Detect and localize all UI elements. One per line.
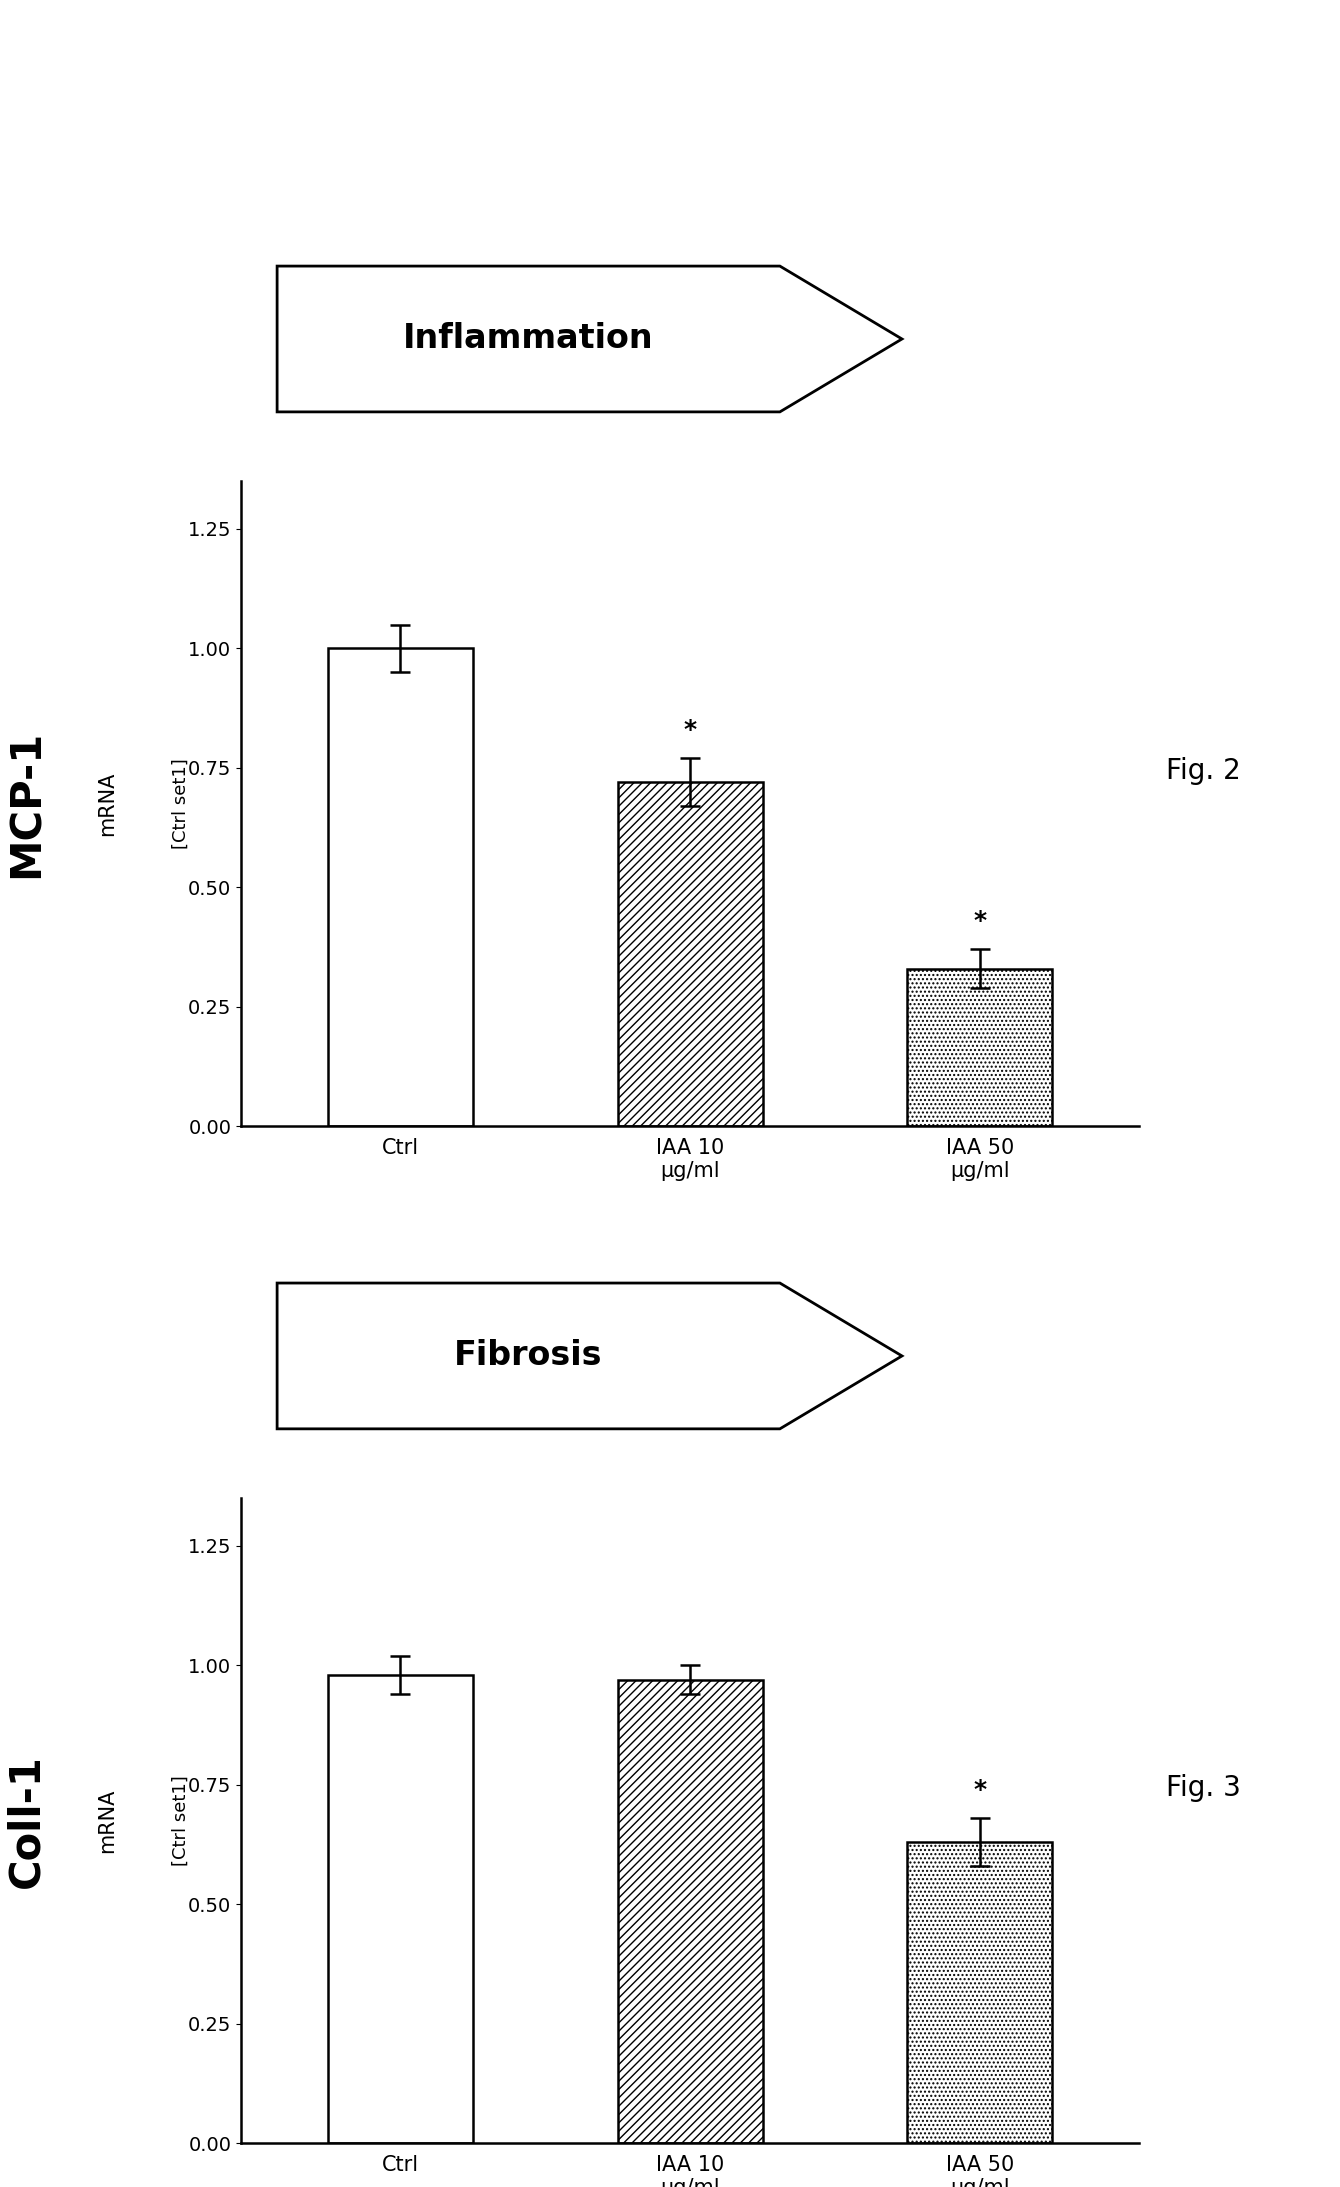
- Text: MCP-1: MCP-1: [5, 730, 48, 877]
- Text: *: *: [683, 717, 697, 741]
- Bar: [328, 647, 473, 1126]
- Bar: [618, 783, 762, 1126]
- Polygon shape: [277, 1284, 902, 1428]
- Text: [Ctrl set1]: [Ctrl set1]: [172, 759, 190, 849]
- Bar: [907, 1841, 1052, 2143]
- Bar: [618, 1680, 762, 2143]
- Text: *: *: [973, 1778, 986, 1802]
- Text: Fig. 2: Fig. 2: [1166, 757, 1241, 785]
- Bar: [328, 1675, 473, 2143]
- Text: [Ctrl set1]: [Ctrl set1]: [172, 1776, 190, 1866]
- Text: Inflammation: Inflammation: [403, 321, 654, 356]
- Polygon shape: [277, 267, 902, 411]
- Text: mRNA: mRNA: [98, 772, 117, 835]
- Text: Coll-1: Coll-1: [5, 1754, 48, 1887]
- Text: Fig. 3: Fig. 3: [1166, 1774, 1241, 1802]
- Text: Fibrosis: Fibrosis: [454, 1338, 603, 1373]
- Text: *: *: [973, 910, 986, 932]
- Bar: [907, 969, 1052, 1126]
- Text: mRNA: mRNA: [98, 1789, 117, 1852]
